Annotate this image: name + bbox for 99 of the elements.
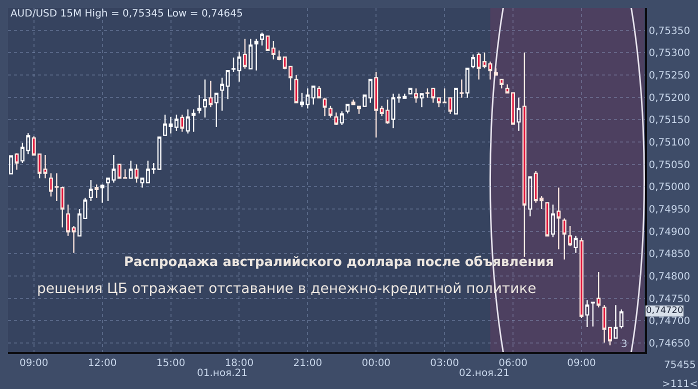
candlestick [180,114,184,132]
candlestick [311,86,316,106]
y-tick-label: 0,75200 [648,92,690,104]
y-tick-label: 0,75300 [648,48,690,60]
candlestick [94,184,99,198]
y-tick-label: 0,74650 [648,338,690,350]
candlestick [528,176,532,217]
x-tick-label: 12:00 [88,358,117,369]
candlestick [134,164,139,184]
candlestick [562,218,566,260]
annotation: 3 [621,339,628,350]
candlestick [317,86,322,98]
x-tick-label: 06:00 [498,358,528,369]
candlestick [226,70,230,100]
y-tick-label: 0,75350 [648,26,690,37]
candlestick [574,235,578,254]
candlestick [545,202,550,236]
candlestick [585,300,590,328]
candlestick [242,38,247,70]
x-tick-label: 09:00 [19,358,48,369]
candlestick [328,105,332,118]
candlestick [294,74,298,104]
candlestick [568,225,572,247]
candlestick [186,108,190,134]
candlestick [374,71,378,138]
text: 02.ноя.21 [459,368,510,379]
candlestick [522,52,526,258]
x-tick-label: 00:00 [362,358,391,369]
text: 75455 [664,360,696,371]
y-tick-label: 0,74900 [648,226,690,238]
y-tick-label: 0,75250 [648,70,690,82]
candlestick [72,225,76,254]
candlestick [197,94,202,114]
candlestick [368,78,372,104]
candlestick [140,178,144,188]
x-tick-label: 21:00 [293,358,322,369]
candlestick [60,186,64,228]
candlestick [414,88,418,104]
candlestick [277,50,282,61]
candlestick [220,77,224,112]
candlestick [516,97,521,132]
candlestick [362,94,367,107]
candlestick [500,78,504,90]
candlestick [408,88,412,94]
text: 0,74720 [646,306,684,316]
candlestick [614,304,618,339]
y-tick-label: 0,75150 [648,115,690,126]
candlestick [43,154,48,179]
candlestick [596,271,601,308]
candlestick [157,136,162,170]
candlestick [340,110,344,126]
x-tick-label: 03:00 [430,358,459,369]
candlestick [357,106,362,114]
text: 01.ноя.21 [197,368,248,379]
candlestick [579,237,584,319]
candlestick [192,108,196,132]
candlestick [203,78,207,118]
candlestick [460,78,464,98]
candlestick [208,80,213,108]
candlestick [550,204,555,238]
candlestick [471,54,476,69]
candlestick [66,204,70,236]
y-tick-label: 0,74700 [648,316,690,328]
candlestick [420,93,424,108]
candlestick [14,152,19,170]
y-tick-label: 0,75050 [648,160,690,171]
candlestick [590,301,595,328]
candlestick [100,184,104,204]
candlestick [334,112,338,126]
candlestick [163,114,168,136]
y-tick-label: 0,74850 [648,249,690,260]
candlestick [454,88,458,114]
y-tick-label: 0,74950 [648,204,690,216]
y-tick-label: 0,75100 [648,138,690,149]
x-tick-label: 18:00 [224,358,254,369]
candlestick [391,93,396,129]
candlestick [214,92,218,128]
text: >111< [662,379,698,389]
candlestick [448,97,452,114]
y-tick-label: 0,74800 [648,272,690,283]
x-tick-label: 09:00 [567,358,596,369]
candlestick [260,32,264,46]
candlestick [346,104,350,114]
y-tick-label: 0,74750 [648,294,690,305]
y-tick-label: 0,75000 [648,182,690,194]
candlestick [494,68,498,76]
candlestick [254,38,258,72]
candlestick [351,98,356,106]
candlestick [271,40,276,60]
x-tick-label: 15:00 [156,358,186,369]
candlestick [9,155,14,174]
candlestick [248,38,253,70]
candlestick [322,97,327,117]
candlestick [619,308,624,329]
candlestick [128,160,133,179]
candlestick [88,179,93,202]
candlestick [465,68,470,98]
candlestick [556,186,561,250]
chart-title: AUD/USD 15M High = 0,75345 Low = 0,74645 [10,8,243,20]
